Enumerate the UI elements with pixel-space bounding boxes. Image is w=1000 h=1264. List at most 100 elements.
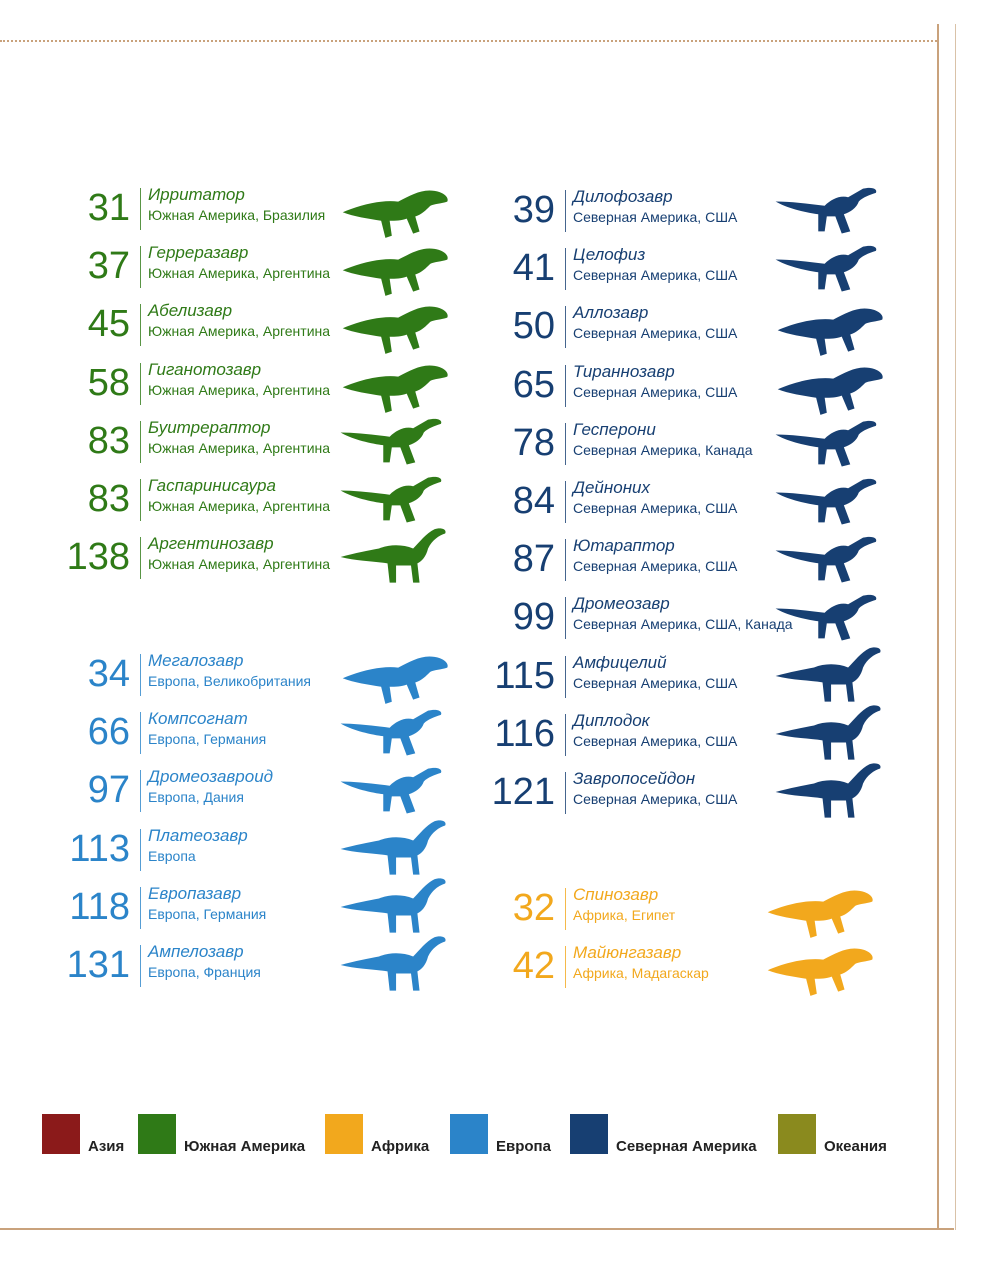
dinosaur-location: Европа	[148, 847, 196, 864]
herrerasaurus-silhouette-icon	[342, 248, 448, 297]
divider	[140, 654, 141, 696]
tyrannosaurus-silhouette-icon	[777, 367, 883, 415]
legend-label: Азия	[88, 1138, 125, 1155]
dinosaur-name: Целофиз	[573, 245, 646, 265]
page-number: 83	[87, 478, 130, 520]
dinosaur-location: Южная Америка, Аргентина	[148, 556, 331, 573]
divider	[140, 770, 141, 813]
dinosaur-name: Аллозавр	[573, 303, 649, 323]
diplodocus-silhouette-icon	[775, 705, 881, 760]
dinosaur-entry: 41 Целофиз Северная Америка, США	[425, 242, 905, 294]
divider	[140, 712, 141, 755]
dinosaur-entry: 121 Завропосейдон Северная Америка, США	[425, 763, 905, 818]
page-top-dotted-border	[0, 40, 937, 42]
ampelosaurus-silhouette-icon	[340, 936, 446, 991]
dromaeosauroid-silhouette-icon	[340, 768, 442, 814]
deinonychus-silhouette-icon	[775, 478, 877, 525]
abelisaurus-silhouette-icon	[342, 306, 448, 355]
legend-swatch	[450, 1114, 488, 1154]
divider	[140, 828, 141, 871]
dinosaur-location: Южная Америка, Аргентина	[148, 323, 331, 340]
dinosaur-location: Африка, Мадагаскар	[573, 965, 709, 982]
dinosaur-name: Амфицелий	[573, 652, 667, 672]
dinosaur-entry: 45 Абелизавр Южная Америка, Аргентина	[0, 298, 480, 355]
dinosaur-name: Гаспаринисаура	[148, 476, 276, 495]
divider	[565, 888, 566, 930]
page-number: 138	[66, 536, 130, 579]
dinosaur-location: Европа, Дания	[148, 789, 244, 806]
legend-label: Южная Америка	[184, 1138, 306, 1155]
dinosaur-entry: 118 Европазавр Европа, Германия	[0, 878, 480, 933]
divider	[565, 946, 566, 989]
page-number: 78	[512, 421, 555, 464]
page-number: 39	[512, 189, 555, 231]
dinosaur-location: Северная Америка, США	[573, 383, 738, 400]
legend-swatch	[138, 1114, 176, 1154]
dinosaur-location: Северная Америка, США	[573, 558, 738, 575]
dinosaur-location: Африка, Египет	[573, 907, 676, 923]
dinosaur-location: Северная Америка, США	[573, 325, 738, 342]
dinosaur-entry: 34 Мегалозавр Европа, Великобритания	[0, 648, 480, 704]
dinosaur-location: Северная Америка, США, Канада	[573, 616, 793, 633]
gasparinisaura-silhouette-icon	[340, 476, 442, 523]
dinosaur-name: Герреразавр	[148, 243, 249, 263]
dinosaur-entry: 39 Дилофозавр Северная Америка, США	[425, 184, 905, 236]
divider	[140, 479, 141, 521]
dinosaur-entry: 66 Компсогнат Европа, Германия	[0, 706, 480, 758]
dinosaur-name: Тираннозавр	[573, 361, 675, 381]
divider	[565, 713, 566, 756]
sauroposeidon-silhouette-icon	[775, 763, 881, 818]
legend-label: Северная Америка	[616, 1138, 757, 1155]
dinosaur-entry: 116 Диплодок Северная Америка, США	[425, 705, 905, 760]
page-number: 97	[87, 769, 130, 812]
divider	[565, 655, 566, 698]
dinosaur-name: Диплодок	[573, 710, 650, 730]
dinosaur-entry: 37 Герреразавр Южная Америка, Аргентина	[0, 240, 480, 297]
divider	[565, 539, 566, 582]
utahraptor-silhouette-icon	[775, 537, 877, 583]
divider	[140, 945, 141, 987]
legend-swatch	[42, 1114, 80, 1154]
legend-label: Африка	[371, 1138, 430, 1155]
page-right-border	[937, 24, 956, 1230]
dinosaur-entry: 78 Гесперони Северная Америка, Канада	[425, 417, 905, 469]
page-number: 41	[512, 247, 555, 290]
page-number: 45	[87, 303, 130, 346]
dinosaur-entry: 113 Платеозавр Европа	[0, 820, 480, 875]
page-number: 34	[87, 653, 130, 695]
dinosaur-name: Аргентинозавр	[148, 534, 274, 554]
page-number: 118	[69, 885, 130, 928]
spinosaurus-silhouette-icon	[767, 890, 873, 938]
dinosaur-location: Европа, Германия	[148, 905, 267, 922]
divider	[565, 422, 566, 465]
dinosaur-entry: 83 Буитрераптор Южная Америка, Аргентина	[0, 415, 480, 467]
dinosaur-location: Северная Америка, США	[573, 209, 738, 225]
dinosaur-location: Северная Америка, США	[573, 267, 738, 284]
dinosaur-name: Ютараптор	[573, 536, 675, 556]
dinosaur-name: Платеозавр	[148, 825, 248, 845]
divider	[565, 772, 566, 814]
divider	[140, 304, 141, 347]
dinosaur-location: Северная Америка, США	[573, 500, 738, 516]
dinosaur-name: Ампелозавр	[148, 942, 244, 961]
dinosaur-entry: 50 Аллозавр Северная Америка, США	[425, 300, 905, 357]
dinosaur-location: Северная Америка, США	[573, 732, 738, 749]
divider	[565, 364, 566, 407]
dinosaur-location: Южная Америка, Бразилия	[148, 207, 326, 223]
dinosaur-location: Южная Америка, Аргентина	[148, 498, 331, 514]
dinosaur-entry: 31 Ирритатор Южная Америка, Бразилия	[0, 182, 480, 238]
dinosaur-name: Дромеозавроид	[148, 767, 274, 787]
legend-swatch	[325, 1114, 363, 1154]
dinosaur-location: Северная Америка, США	[573, 791, 738, 807]
dinosaur-entry: 97 Дромеозавроид Европа, Дания	[0, 764, 480, 816]
page-number: 65	[512, 363, 555, 406]
europasaurus-silhouette-icon	[340, 878, 446, 933]
dinosaur-location: Европа, Германия	[148, 731, 267, 748]
dinosaur-entry: 87 Ютараптор Северная Америка, США	[425, 533, 905, 585]
megalosaurus-silhouette-icon	[342, 656, 448, 704]
dinosaur-location: Европа, Франция	[148, 964, 261, 980]
dinosaur-entry: 84 Дейноних Северная Америка, США	[425, 475, 905, 527]
page-number: 31	[87, 187, 130, 229]
dinosaur-name: Буитрераптор	[148, 417, 271, 437]
divider	[140, 246, 141, 289]
